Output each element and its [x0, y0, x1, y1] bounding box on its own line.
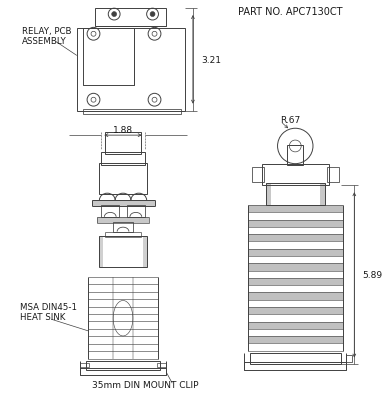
Bar	[157, 363, 166, 368]
Bar	[248, 336, 343, 344]
Circle shape	[112, 12, 117, 17]
Text: PART NO. APC7130CT: PART NO. APC7130CT	[238, 7, 343, 17]
Bar	[327, 167, 338, 183]
Bar	[85, 361, 161, 370]
Bar	[83, 109, 181, 115]
Bar	[92, 201, 154, 206]
Bar	[244, 363, 346, 370]
Text: RELAY, PCB
ASSEMBLY: RELAY, PCB ASSEMBLY	[22, 27, 71, 46]
Bar	[80, 363, 89, 368]
Bar	[250, 353, 341, 365]
Text: 5.89: 5.89	[362, 271, 382, 280]
Bar	[101, 152, 145, 165]
Text: R.67: R.67	[281, 116, 301, 125]
Bar	[99, 236, 147, 267]
Bar	[266, 184, 325, 206]
Text: 3.21: 3.21	[201, 56, 221, 65]
Bar	[77, 29, 185, 111]
Bar	[248, 293, 343, 300]
Circle shape	[150, 12, 155, 17]
Bar	[248, 235, 343, 242]
Bar	[248, 278, 343, 285]
Bar	[248, 322, 343, 329]
Bar	[101, 206, 119, 217]
Text: MSA DIN45-1
HEAT SINK: MSA DIN45-1 HEAT SINK	[20, 302, 77, 321]
Bar	[248, 206, 343, 213]
Bar	[83, 29, 134, 86]
Bar	[252, 167, 264, 183]
Bar	[80, 368, 166, 375]
Bar	[248, 249, 343, 256]
Bar	[248, 307, 343, 315]
Bar	[95, 9, 166, 27]
Bar	[99, 236, 103, 267]
Bar	[287, 146, 303, 165]
Bar	[320, 184, 325, 206]
Bar	[105, 133, 141, 154]
Bar	[127, 206, 145, 217]
Bar	[83, 29, 134, 86]
Text: 1.88: 1.88	[113, 126, 133, 134]
Bar	[143, 236, 147, 267]
Bar	[346, 355, 352, 363]
Bar	[99, 163, 147, 195]
Bar	[248, 263, 343, 271]
Bar	[248, 220, 343, 227]
Text: 35mm DIN MOUNT CLIP: 35mm DIN MOUNT CLIP	[92, 380, 199, 389]
Bar	[266, 184, 271, 206]
Bar	[262, 164, 329, 186]
Bar	[113, 222, 133, 232]
Bar	[97, 217, 149, 223]
